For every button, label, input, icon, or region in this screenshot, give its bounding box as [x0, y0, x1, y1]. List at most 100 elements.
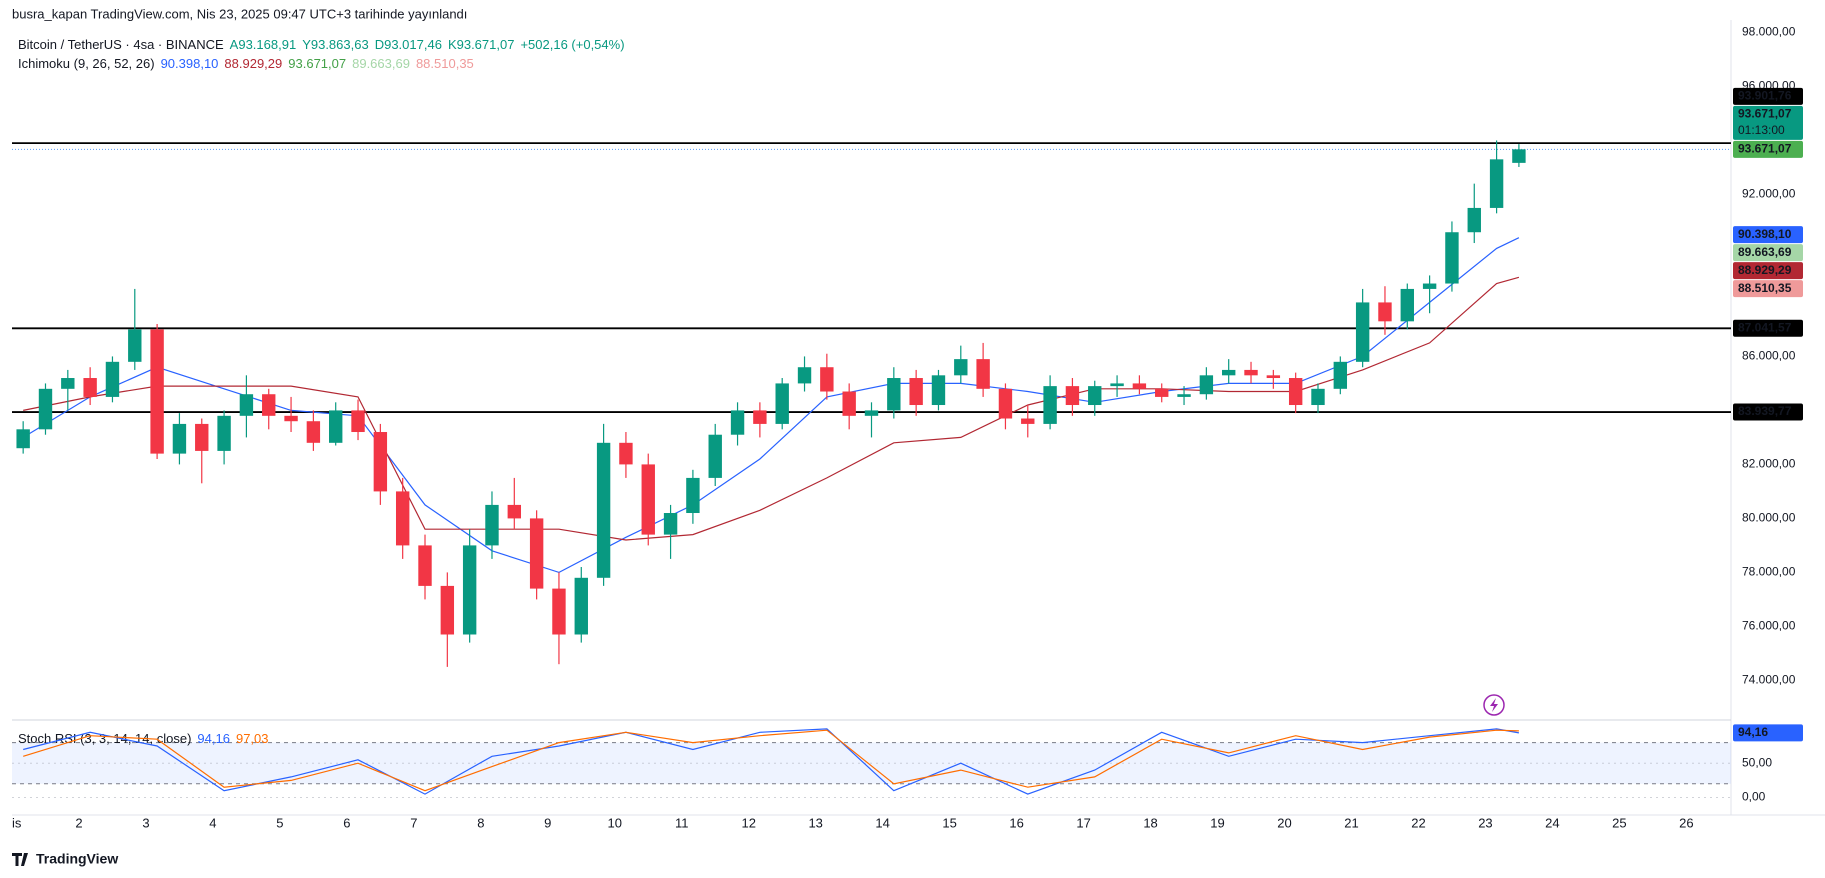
candle-body	[954, 359, 968, 376]
candle-body	[329, 410, 343, 443]
indicator-line	[23, 729, 1519, 792]
candle-body	[1065, 386, 1080, 406]
price-label: 93.671,07	[1738, 106, 1792, 120]
price-label-box	[1733, 140, 1803, 158]
candle-body	[1110, 383, 1124, 387]
x-tick-label: 4	[209, 815, 216, 830]
candle-body	[1288, 378, 1303, 406]
candle-body	[797, 367, 812, 384]
y-tick-label: 98.000,00	[1742, 25, 1796, 39]
candle-body	[128, 329, 142, 362]
candle-body	[976, 359, 990, 389]
footer-logo	[12, 853, 28, 866]
candle-body	[864, 410, 879, 416]
candle-body	[730, 410, 745, 435]
x-tick-label: 10	[608, 815, 622, 830]
x-tick-label: 15	[942, 815, 956, 830]
candle-body	[262, 394, 276, 416]
y-tick-label: 76.000,00	[1742, 619, 1796, 633]
candle-body	[462, 545, 477, 635]
candle-body	[1489, 159, 1504, 208]
candle-body	[61, 378, 75, 389]
x-tick-label: 20	[1277, 815, 1291, 830]
candle-body	[351, 410, 365, 433]
candle-body	[529, 518, 544, 589]
candle-body	[1155, 388, 1169, 397]
indicator-line	[22, 237, 1520, 574]
candle-body	[619, 442, 633, 465]
legend: Bitcoin / TetherUS · 4sa · BINANCE A93.16…	[18, 37, 625, 52]
x-tick-label: 26	[1679, 815, 1693, 830]
candle-body	[1021, 418, 1035, 424]
x-tick-label: 7	[410, 815, 417, 830]
candle-body	[775, 383, 789, 424]
legend-entry: Y93.863,63	[302, 37, 369, 52]
x-tick-label: 17	[1076, 815, 1090, 830]
x-tick-label: 11	[675, 815, 689, 830]
candle-body	[1422, 283, 1437, 289]
candle-body	[217, 415, 231, 451]
legend-entry: 90.398,10	[161, 56, 219, 71]
y-tick-label: 80.000,00	[1742, 511, 1796, 525]
y-tick-label: 74.000,00	[1742, 673, 1796, 687]
candle-body	[440, 585, 455, 635]
x-tick-label: 9	[544, 815, 551, 830]
header: busra_kapan TradingView.com, Nis 23, 202…	[12, 6, 467, 21]
candle-body	[1266, 375, 1281, 379]
y-tick-label: 0,00	[1742, 790, 1766, 804]
x-tick-label: 18	[1143, 815, 1157, 830]
price-label-box	[1733, 226, 1803, 244]
candle-body	[16, 429, 30, 449]
indicator-line	[23, 276, 1520, 541]
candle-body	[931, 375, 946, 406]
price-label: 87.041,57	[1738, 320, 1792, 334]
indicator-line	[23, 728, 1520, 795]
legend-entry: Bitcoin / TetherUS · 4sa · BINANCE	[18, 37, 224, 52]
candle-body	[1445, 232, 1459, 284]
candle-body	[1199, 375, 1214, 395]
candle-body	[1512, 149, 1526, 163]
legend-entry: Stoch RSI (3, 3, 14, 14, close)	[18, 731, 191, 746]
x-tick-label: 13	[808, 815, 822, 830]
candle-body	[842, 391, 856, 416]
price-label-box	[1733, 403, 1803, 421]
candle-body	[306, 421, 321, 443]
candle-body	[1244, 369, 1258, 376]
candle-body	[284, 415, 298, 422]
candle-body	[1400, 288, 1414, 322]
x-tick-label: 14	[875, 815, 889, 830]
legend-entry: K93.671,07	[448, 37, 515, 52]
candle-body	[708, 434, 722, 478]
x-tick-label: 5	[276, 815, 283, 830]
price-label: 88.510,35	[1738, 281, 1792, 295]
x-tick-label: 21	[1344, 815, 1358, 830]
candle-body	[1043, 386, 1057, 424]
x-tick-label: 12	[741, 815, 755, 830]
candle-body	[596, 442, 611, 578]
legend-entry: 88.929,29	[224, 56, 282, 71]
candle-body	[373, 432, 388, 492]
x-tick-label: is	[12, 815, 22, 830]
price-label: 89.663,69	[1738, 245, 1792, 259]
price-label: 90.398,10	[1738, 227, 1792, 241]
price-label: 93.901,76	[1738, 88, 1792, 102]
x-tick-label: 19	[1210, 815, 1224, 830]
x-tick-label: 16	[1009, 815, 1023, 830]
candle-body	[195, 423, 209, 451]
candle-body	[663, 513, 678, 535]
legend-entry: 97,03	[236, 731, 269, 746]
x-tick-label: 8	[477, 815, 484, 830]
legend-entry: 94,16	[197, 731, 230, 746]
candle-body	[998, 388, 1013, 419]
price-label-box	[1733, 87, 1803, 105]
x-tick-label: 22	[1411, 815, 1425, 830]
candle-body	[1333, 361, 1348, 389]
candle-body	[574, 577, 588, 635]
candle-body	[485, 504, 499, 546]
price-label: 83.939,77	[1738, 404, 1792, 418]
candle-body	[38, 388, 53, 430]
y-tick-label: 50,00	[1742, 755, 1772, 769]
x-tick-label: 23	[1478, 815, 1492, 830]
legend-entry: A93.168,91	[230, 37, 297, 52]
